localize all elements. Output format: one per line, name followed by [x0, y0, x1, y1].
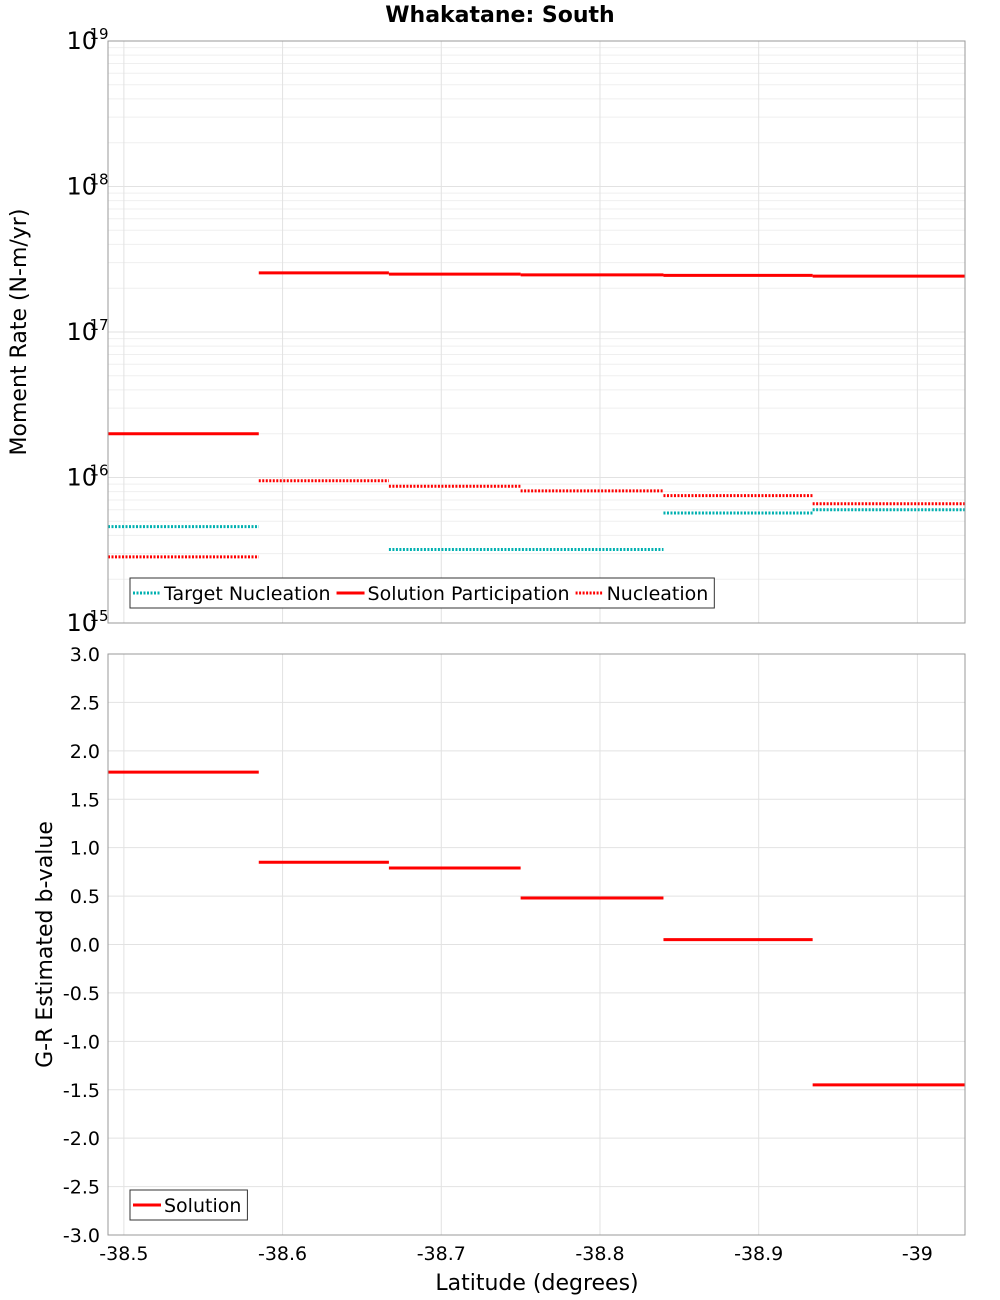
bottom-y-tick-label: -1.5 — [63, 1080, 100, 1102]
bottom-y-tick-label: -3.0 — [63, 1225, 100, 1247]
top-plot-frame — [107, 40, 966, 624]
x-axis-label: Latitude (degrees) — [435, 1271, 638, 1296]
top-y-tick-exponent: 17 — [89, 316, 108, 334]
top-y-tick-label: 10 — [66, 318, 97, 346]
bottom-y-tick-label: -2.5 — [63, 1177, 100, 1199]
bottom-y-tick-label: 2.5 — [70, 692, 100, 714]
bottom-x-tick-label: -38.7 — [417, 1243, 466, 1265]
chart-title: Whakatane: South — [385, 3, 614, 28]
bottom-x-tick-label: -38.5 — [99, 1243, 148, 1265]
top-y-tick-exponent: 15 — [89, 607, 108, 625]
bottom-y-tick-label: 0.5 — [70, 886, 100, 908]
bottom-y-axis-label: G-R Estimated b-value — [33, 821, 58, 1068]
bottom-x-tick-label: -38.6 — [258, 1243, 307, 1265]
bottom-legend: Solution — [129, 1189, 248, 1221]
top-y-tick-label: 10 — [66, 464, 97, 492]
bottom-y-tick-label: 3.0 — [70, 644, 100, 666]
top-y-tick-label: 10 — [66, 609, 97, 637]
top-legend: Target Nucleation Solution Participation N… — [129, 577, 715, 609]
bottom-y-tick-label: -0.5 — [63, 983, 100, 1005]
bottom-y-tick-label: -2.0 — [63, 1128, 100, 1150]
bottom-plot-frame — [107, 653, 966, 1236]
top-legend-label-0: Target Nucleation — [163, 583, 331, 605]
bottom-y-tick-label: 0.0 — [70, 935, 100, 957]
bottom-y-tick-label: 2.0 — [70, 741, 100, 763]
b-value-panel: 3.0 2.5 2.0 1.5 1.0 0.5 0.0 -0.5 -1.0 -1.5 -2.0 -2.… — [33, 644, 966, 1265]
top-y-tick-label: 10 — [66, 173, 97, 201]
top-y-axis-label: Moment Rate (N-m/yr) — [7, 209, 32, 456]
top-y-tick-exponent: 19 — [89, 25, 108, 43]
top-legend-label-1: Solution Participation — [368, 583, 570, 605]
bottom-legend-label-0: Solution — [164, 1195, 241, 1217]
top-y-tick-exponent: 16 — [89, 462, 108, 480]
bottom-y-tick-label: 1.0 — [70, 838, 100, 860]
top-y-tick-exponent: 18 — [89, 171, 108, 189]
bottom-y-tick-label: 1.5 — [70, 789, 100, 811]
top-legend-label-2: Nucleation — [607, 583, 709, 605]
bottom-x-tick-label: -38.8 — [575, 1243, 624, 1265]
top-legend-box — [129, 577, 715, 609]
bottom-x-tick-label: -39 — [902, 1243, 933, 1265]
top-y-tick-label: 10 — [66, 27, 97, 55]
bottom-x-tick-label: -38.9 — [734, 1243, 783, 1265]
bottom-y-tick-label: -1.0 — [63, 1031, 100, 1053]
